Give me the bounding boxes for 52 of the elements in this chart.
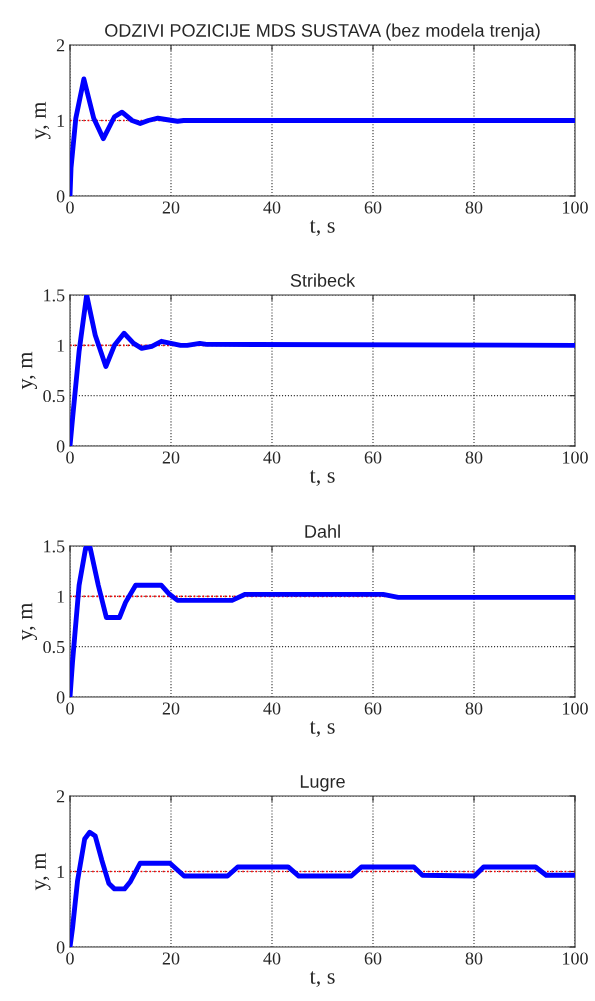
x-tick-label: 20 [162,702,180,715]
y-tick-label: 0.5 [43,640,65,654]
x-tick-label: 20 [162,451,180,464]
y-tick-label: 0 [56,941,65,954]
x-tick-label: 0 [66,451,74,464]
x-tick-label: 60 [364,451,382,464]
y-axis-title: y, m [21,351,38,390]
x-axis-title: t, s [309,971,335,988]
chart-title: Lugre [300,775,345,792]
y-tick-label: 0 [56,691,65,704]
x-tick-label: 60 [364,201,382,214]
x-axis-title: t, s [309,470,335,487]
y-tick-label: 1.5 [44,540,65,553]
x-tick-label: 40 [263,451,281,464]
line-series [70,546,575,697]
x-tick-label: 40 [263,702,281,715]
x-axis-title: t, s [309,721,335,738]
x-tick-label: 0 [66,702,74,715]
y-axis-title: y, m [35,852,51,891]
chart-title: Stribeck [290,273,356,287]
chart-title: ODZIVI POZICIJE MDS SUSTAVA (bez modela trenja) [105,23,540,41]
x-tick-label: 40 [263,201,281,214]
x-tick-label: 100 [563,952,588,965]
y-tick-label: 0 [56,440,65,453]
x-tick-label: 100 [563,702,588,715]
x-tick-label: 20 [162,201,180,214]
x-axis-title: t, s [309,220,335,237]
x-tick-label: 100 [563,201,588,214]
y-tick-label: 0 [56,190,65,203]
y-tick-label: 1 [57,114,65,127]
y-tick-label: 1 [57,339,65,352]
x-tick-label: 80 [465,952,483,965]
x-tick-label: 100 [563,451,588,464]
y-tick-label: 2 [56,39,65,52]
chart-title: Dahl [305,524,340,538]
y-tick-label: 1 [57,590,65,603]
y-tick-label: 1.5 [44,289,65,302]
y-tick-label: 0.5 [43,389,65,403]
x-tick-label: 80 [465,201,483,214]
x-tick-label: 0 [66,201,74,214]
x-tick-label: 60 [364,702,382,715]
line-series [70,295,575,446]
y-axis-title: y, m [21,602,38,641]
x-tick-label: 60 [364,952,382,965]
y-axis-title: y, m [35,101,51,140]
x-tick-label: 80 [465,451,483,464]
x-tick-label: 0 [66,952,74,965]
y-tick-label: 1 [57,865,65,878]
x-tick-label: 20 [162,952,180,965]
x-tick-label: 40 [263,952,281,965]
x-tick-label: 80 [465,702,483,715]
y-tick-label: 2 [56,790,65,803]
